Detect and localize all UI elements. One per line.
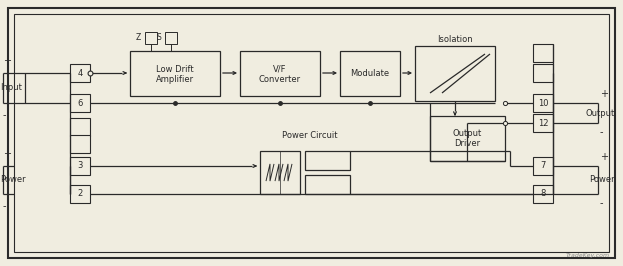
- Text: 2: 2: [77, 189, 83, 198]
- Text: -: -: [600, 198, 604, 208]
- Text: S: S: [156, 34, 161, 43]
- Text: V/F: V/F: [273, 64, 287, 73]
- Bar: [70, 185, 90, 203]
- Text: Isolation: Isolation: [437, 35, 473, 44]
- Text: 8: 8: [540, 189, 546, 198]
- Text: Power: Power: [0, 176, 26, 185]
- Text: Output: Output: [452, 130, 482, 139]
- Bar: [533, 64, 553, 82]
- Text: +: +: [3, 149, 11, 159]
- Text: +: +: [3, 56, 11, 66]
- Bar: [14, 14, 609, 252]
- Text: Low Drift: Low Drift: [156, 64, 194, 73]
- Text: Modulate: Modulate: [350, 69, 389, 78]
- Bar: [145, 32, 157, 44]
- Text: +: +: [600, 89, 608, 99]
- Text: Power Circuit: Power Circuit: [282, 131, 338, 140]
- Text: 10: 10: [538, 98, 548, 107]
- Bar: [533, 94, 553, 112]
- Text: 7: 7: [540, 161, 546, 171]
- Text: Amplifier: Amplifier: [156, 74, 194, 84]
- Bar: [260, 151, 300, 194]
- Text: Z: Z: [136, 34, 141, 43]
- Text: +: +: [600, 152, 608, 162]
- Bar: [240, 51, 320, 96]
- Bar: [70, 135, 90, 153]
- Bar: [533, 157, 553, 175]
- Bar: [533, 114, 553, 132]
- Bar: [340, 51, 400, 96]
- Bar: [70, 94, 90, 112]
- Text: 12: 12: [538, 118, 548, 127]
- Bar: [165, 32, 177, 44]
- Text: Converter: Converter: [259, 74, 301, 84]
- Text: TradeKey.com: TradeKey.com: [566, 253, 610, 258]
- Text: -: -: [3, 110, 6, 120]
- Bar: [305, 175, 350, 194]
- Text: Power: Power: [589, 176, 615, 185]
- Text: Driver: Driver: [454, 139, 480, 148]
- Bar: [70, 157, 90, 175]
- Text: Output: Output: [586, 109, 615, 118]
- Bar: [415, 46, 495, 101]
- Text: -: -: [600, 127, 604, 137]
- Bar: [533, 185, 553, 203]
- Text: 3: 3: [77, 161, 83, 171]
- Text: Input: Input: [0, 84, 22, 93]
- Text: 6: 6: [77, 98, 83, 107]
- Bar: [130, 51, 220, 96]
- Text: 4: 4: [77, 69, 83, 77]
- Bar: [533, 44, 553, 62]
- Bar: [70, 118, 90, 136]
- Bar: [70, 64, 90, 82]
- Text: -: -: [3, 201, 6, 211]
- Bar: [430, 116, 505, 161]
- Bar: [305, 151, 350, 170]
